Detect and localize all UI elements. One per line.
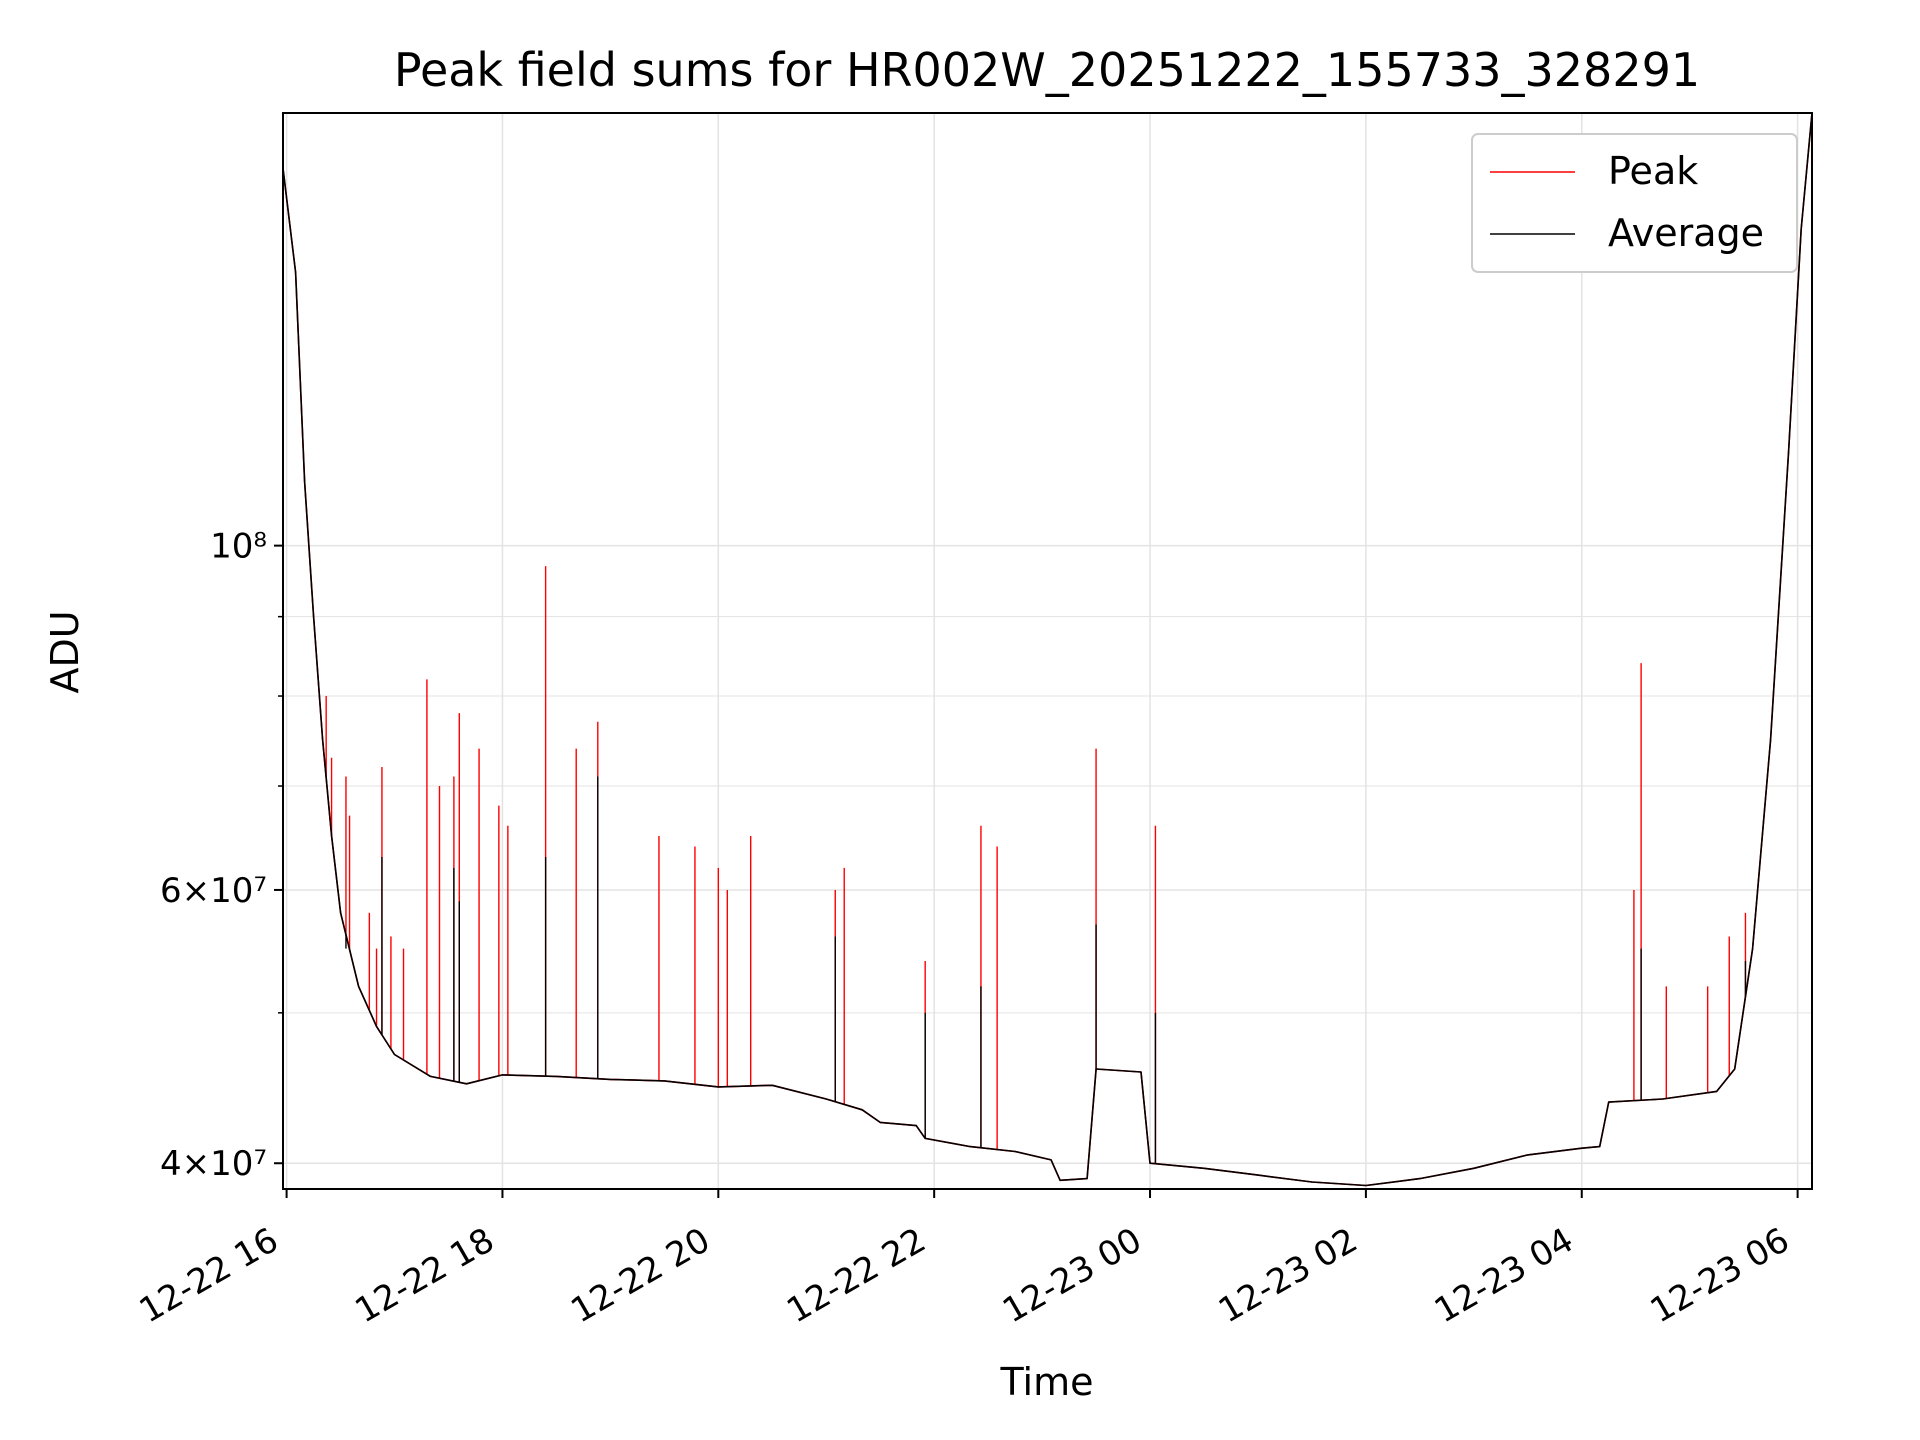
legend-box [1471,133,1798,273]
chart-title: Peak field sums for HR002W_20251222_1557… [394,43,1700,97]
series-line-average [283,113,1812,1187]
x-axis-label: Time [1000,1360,1094,1404]
legend-label-average: Average [1608,211,1764,255]
y-axis: 4×10⁷ 6×10⁷ 10⁸ [160,527,283,1184]
y-axis-label: ADU [43,610,87,693]
y-tick-label: 10⁸ [210,527,267,567]
y-tick-label: 4×10⁷ [160,1144,267,1184]
plot-frame [282,112,1813,1190]
y-tick-label: 6×10⁷ [160,871,267,911]
series-group [283,113,1812,1187]
legend: Peak Average [1471,133,1798,273]
legend-label-peak: Peak [1608,149,1698,193]
series-layer [283,113,1812,1187]
